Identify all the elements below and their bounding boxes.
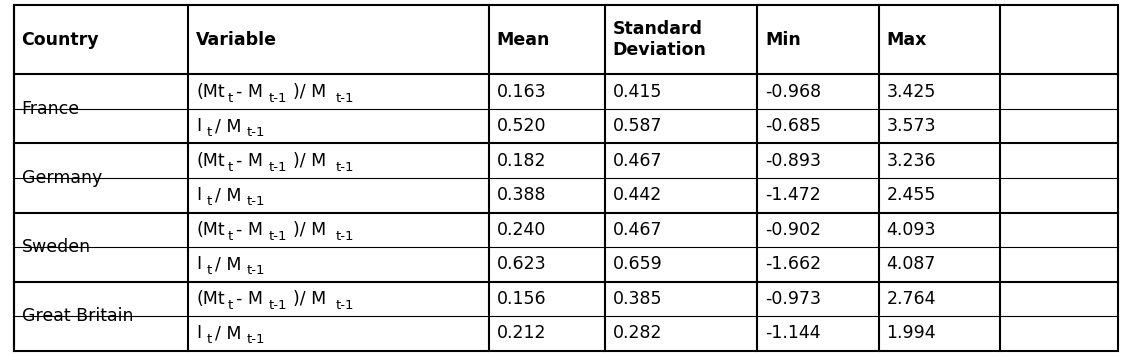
Text: France: France [22, 100, 79, 118]
Text: 3.425: 3.425 [886, 83, 936, 101]
Text: - M: - M [237, 83, 264, 101]
Text: (Mt: (Mt [196, 152, 224, 170]
Text: t-1: t-1 [247, 195, 265, 208]
Text: -0.685: -0.685 [765, 117, 821, 135]
Text: t-1: t-1 [247, 333, 265, 346]
Text: I: I [196, 255, 201, 273]
Text: 4.087: 4.087 [886, 255, 936, 273]
Text: I: I [196, 186, 201, 204]
Text: t-1: t-1 [247, 264, 265, 277]
Text: 4.093: 4.093 [886, 221, 936, 239]
Text: - M: - M [237, 290, 264, 308]
Text: / M: / M [215, 255, 241, 273]
Text: 1.994: 1.994 [886, 324, 936, 342]
Text: / M: / M [215, 324, 241, 342]
Text: I: I [196, 324, 201, 342]
Text: t: t [207, 333, 212, 346]
Text: - M: - M [237, 221, 264, 239]
Text: -1.472: -1.472 [765, 186, 821, 204]
Text: - M: - M [237, 152, 264, 170]
Text: t-1: t-1 [268, 230, 286, 243]
Text: t-1: t-1 [247, 126, 265, 139]
Text: 0.587: 0.587 [612, 117, 662, 135]
Text: -1.144: -1.144 [765, 324, 821, 342]
Text: t-1: t-1 [335, 230, 353, 243]
Text: t-1: t-1 [268, 161, 286, 174]
Text: -0.973: -0.973 [765, 290, 821, 308]
Text: Mean: Mean [497, 31, 550, 49]
Text: -0.893: -0.893 [765, 152, 821, 170]
Text: t: t [207, 126, 212, 139]
Text: Country: Country [22, 31, 100, 49]
Text: 2.455: 2.455 [886, 186, 936, 204]
Text: t: t [207, 264, 212, 277]
Text: t: t [228, 230, 233, 243]
Text: t: t [228, 299, 233, 312]
Text: )/ M: )/ M [292, 290, 326, 308]
Text: 0.240: 0.240 [497, 221, 546, 239]
Text: 0.467: 0.467 [612, 152, 662, 170]
Text: Min: Min [765, 31, 800, 49]
Text: t-1: t-1 [335, 161, 353, 174]
Text: t-1: t-1 [268, 91, 286, 105]
Text: 0.415: 0.415 [612, 83, 662, 101]
Text: t: t [228, 161, 233, 174]
Text: t-1: t-1 [335, 299, 353, 312]
Text: Great Britain: Great Britain [22, 307, 132, 325]
Text: Max: Max [886, 31, 927, 49]
Text: 0.442: 0.442 [612, 186, 662, 204]
Text: 0.659: 0.659 [612, 255, 662, 273]
Text: 0.520: 0.520 [497, 117, 546, 135]
Text: 0.467: 0.467 [612, 221, 662, 239]
Text: )/ M: )/ M [292, 152, 326, 170]
Text: (Mt: (Mt [196, 221, 224, 239]
Text: 3.236: 3.236 [886, 152, 936, 170]
Text: Sweden: Sweden [22, 238, 91, 256]
Text: 0.212: 0.212 [497, 324, 546, 342]
Text: )/ M: )/ M [292, 221, 326, 239]
Text: t: t [207, 195, 212, 208]
Text: -0.902: -0.902 [765, 221, 821, 239]
Text: 3.573: 3.573 [886, 117, 936, 135]
Text: t-1: t-1 [335, 91, 353, 105]
Text: -0.968: -0.968 [765, 83, 821, 101]
Text: 0.388: 0.388 [497, 186, 546, 204]
Text: Germany: Germany [22, 169, 102, 187]
Text: 0.282: 0.282 [612, 324, 662, 342]
Text: )/ M: )/ M [292, 83, 326, 101]
Text: / M: / M [215, 117, 241, 135]
Text: 0.163: 0.163 [497, 83, 547, 101]
Text: Standard
Deviation: Standard Deviation [612, 21, 706, 59]
Text: t: t [228, 91, 233, 105]
Text: (Mt: (Mt [196, 290, 224, 308]
Text: 0.156: 0.156 [497, 290, 547, 308]
Text: 0.623: 0.623 [497, 255, 547, 273]
Text: / M: / M [215, 186, 241, 204]
Text: 2.764: 2.764 [886, 290, 936, 308]
Text: -1.662: -1.662 [765, 255, 821, 273]
Text: (Mt: (Mt [196, 83, 224, 101]
Text: Variable: Variable [196, 31, 277, 49]
Text: t-1: t-1 [268, 299, 286, 312]
Text: 0.385: 0.385 [612, 290, 662, 308]
Text: 0.182: 0.182 [497, 152, 546, 170]
Text: I: I [196, 117, 201, 135]
